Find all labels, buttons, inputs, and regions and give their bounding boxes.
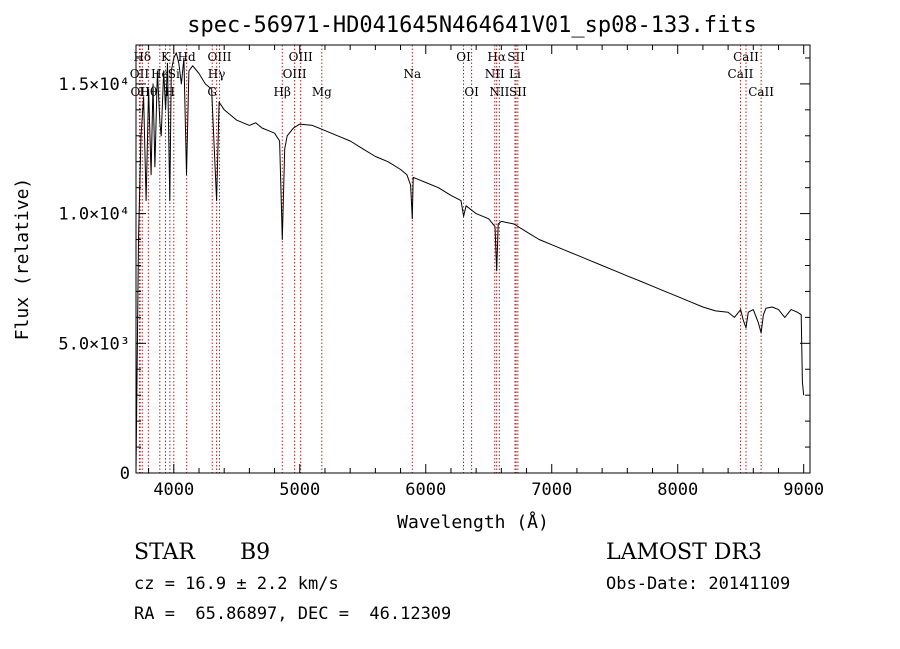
spectrum-chart: spec-56971-HD041645N464641V01_sp08-133.f…: [12, 13, 824, 533]
object-class: STAR: [134, 540, 195, 565]
line-marker-label-18: OI: [464, 85, 479, 99]
x-tick-label-4: 8000: [657, 480, 698, 500]
line-marker-label-0: Hδ: [133, 50, 151, 64]
line-marker-label-2: OII: [130, 85, 150, 99]
line-marker-label-25: CaII: [733, 50, 759, 64]
line-marker-label-6: He: [151, 67, 169, 81]
x-tick-label-0: 4000: [153, 480, 194, 500]
line-marker-label-5: H: [165, 85, 175, 99]
line-marker-label-12: OIII: [289, 50, 313, 64]
redshift-line: cz = 16.9 ± 2.2 km/s: [134, 574, 339, 594]
plot-frame: [135, 44, 811, 474]
chart-title: spec-56971-HD041645N464641V01_sp08-133.f…: [187, 13, 757, 38]
survey-name: LAMOST DR3: [606, 540, 762, 565]
y-axis-label: Flux (relative): [12, 178, 33, 341]
line-marker-label-20: NII: [485, 67, 505, 81]
obs-date-line: Obs-Date: 20141109: [606, 574, 791, 594]
line-marker-label-16: Na: [403, 67, 421, 81]
line-marker-label-23: Li: [509, 67, 521, 81]
x-tick-label-5: 9000: [783, 480, 824, 500]
spectrum-line: [135, 52, 805, 474]
line-marker-label-1: OII: [130, 67, 150, 81]
line-marker-label-4: K: [161, 50, 171, 64]
x-tick-label-1: 5000: [279, 480, 320, 500]
line-marker-label-15: Mg: [312, 85, 332, 99]
line-marker-label-14: Hβ: [274, 85, 291, 99]
line-marker-label-9: OIII: [207, 50, 231, 64]
line-marker-label-27: CaII: [748, 85, 774, 99]
line-marker-label-7: Si: [168, 67, 180, 81]
object-subclass: B9: [240, 540, 271, 565]
x-tick-label-3: 7000: [531, 480, 572, 500]
line-marker-label-19: Hα: [487, 50, 506, 64]
x-tick-label-2: 6000: [405, 480, 446, 500]
y-tick-label-1: 5.0×10³: [58, 334, 130, 354]
y-tick-label-0: 0: [120, 464, 130, 484]
line-marker-label-24: SII: [509, 85, 527, 99]
line-marker-label-13: OIII: [283, 67, 307, 81]
line-marker-label-8: Hd: [178, 50, 196, 64]
y-tick-label-3: 1.5×10⁴: [58, 75, 130, 95]
line-marker-label-17: OI: [456, 50, 471, 64]
line-marker-label-21: NII: [489, 85, 509, 99]
y-tick-label-2: 1.0×10⁴: [58, 205, 130, 225]
line-marker-label-10: Hγ: [208, 67, 226, 81]
line-marker-label-26: CaII: [728, 67, 754, 81]
coordinates-line: RA = 65.86897, DEC = 46.12309: [134, 604, 452, 624]
line-marker-label-22: SII: [507, 50, 525, 64]
x-axis-label: Wavelength (Å): [397, 511, 549, 533]
